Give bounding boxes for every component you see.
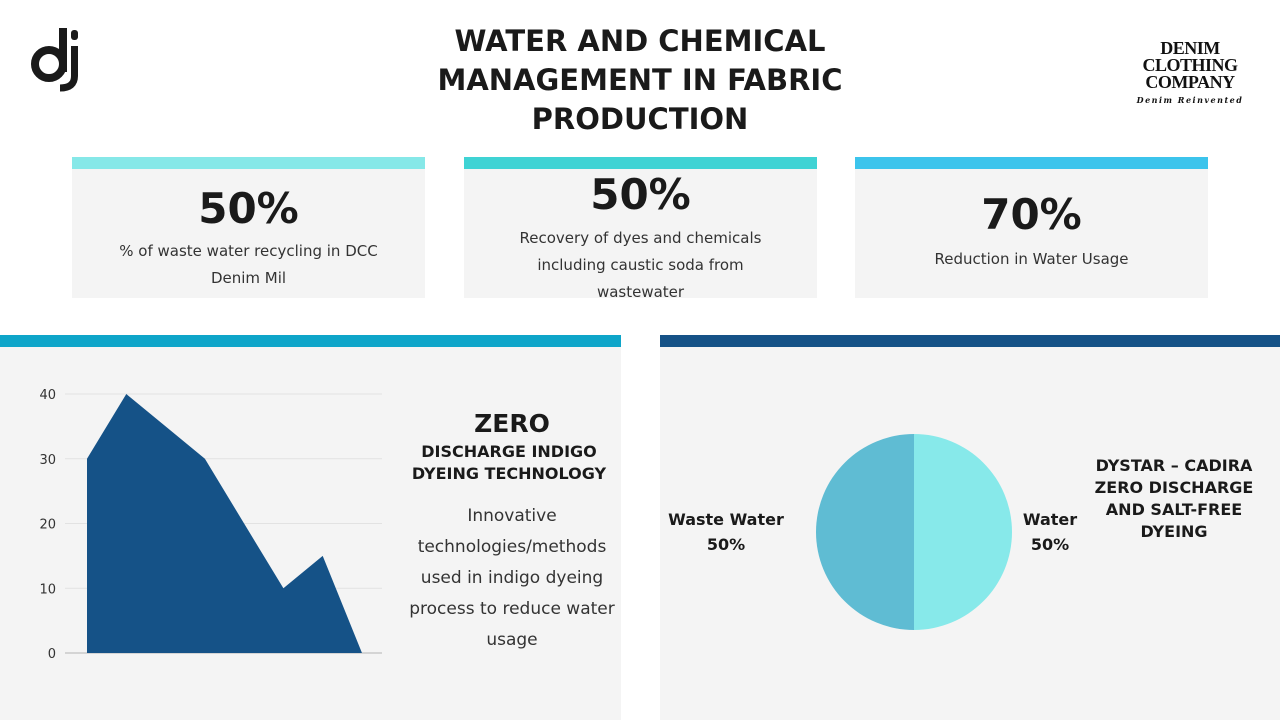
stat-value: 50% [198,184,299,233]
stat-card-accent-bar [464,157,817,169]
dystar-title: DYSTAR – CADIRA ZERO DISCHARGE AND SALT-… [1094,456,1254,541]
dystar-panel: Waste Water 50% Water 50% DYSTAR – CADIR… [660,335,1280,720]
stat-card-accent-bar [72,157,425,169]
pie-chart [816,434,1012,630]
page-title: WATER AND CHEMICAL MANAGEMENT IN FABRIC … [437,24,843,136]
pie-label-waste-water: Waste Water 50% [666,507,786,557]
stat-label: Recovery of dyes and chemicals including… [519,229,762,301]
stat-card-dye-recovery: 50% Recovery of dyes and chemicals inclu… [464,157,817,301]
zero-discharge-panel: 0 10 20 30 40 ZERO DISCHARGE INDIGO DYEING T… [0,335,621,720]
brand-line-1: DENIM [1160,38,1220,58]
dj-monogram-icon [31,28,78,92]
stat-card-recycling: 50% % of waste water recycling in DCC De… [72,157,425,298]
y-tick-label: 10 [39,582,56,597]
pie-slice [816,434,914,630]
brand-line-3: COMPANY [1145,72,1235,92]
panel-accent-bar [0,335,621,347]
pie-slice [914,434,1012,630]
area-chart: 0 10 20 30 40 [39,388,382,662]
brand-tagline: Denim Reinvented [1136,95,1244,105]
zero-description: Innovative technologies/methods used in … [409,506,615,650]
pie-label-pct: 50% [706,535,746,554]
stat-value: 70% [981,190,1082,239]
stat-card-accent-bar [855,157,1208,169]
area-series [87,394,362,653]
panel-accent-bar [660,335,1280,347]
zero-heading: ZERO [474,409,550,438]
y-tick-label: 20 [39,518,56,533]
stat-label: Reduction in Water Usage [934,250,1129,268]
y-tick-label: 40 [39,388,56,403]
stat-value: 50% [590,170,691,219]
stat-label: % of waste water recycling in DCC Denim … [119,242,378,287]
pie-label-text: Waste Water [668,510,784,529]
brand-line-2: CLOTHING [1142,55,1238,75]
zero-subheading: DISCHARGE INDIGO DYEING TECHNOLOGY [411,442,607,483]
pie-label-text: Water [1022,510,1078,529]
pie-label-pct: 50% [1030,535,1070,554]
brand-logo: DENIM CLOTHING COMPANY Denim Reinvented [1124,38,1256,105]
y-tick-label: 0 [48,647,56,662]
stat-card-water-reduction: 70% Reduction in Water Usage [855,157,1208,298]
y-tick-label: 30 [39,453,56,468]
pie-label-water: Water 50% [1016,507,1084,557]
